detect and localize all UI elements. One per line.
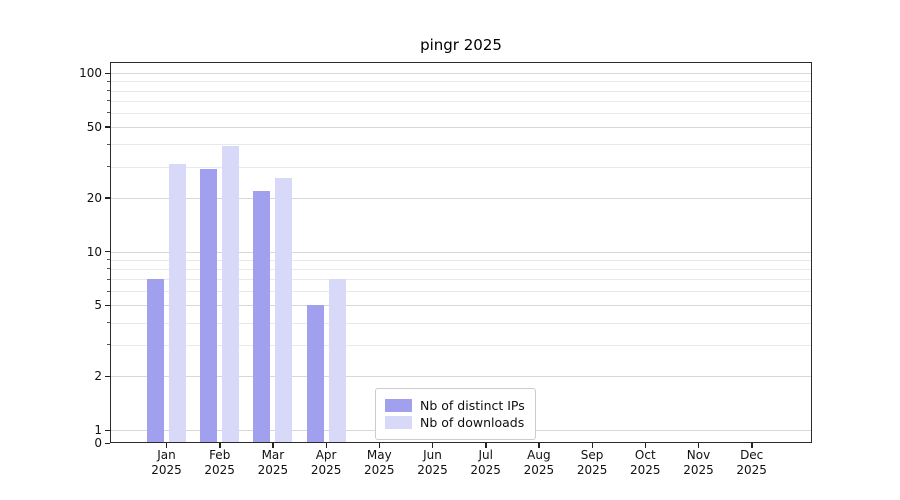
x-tick-year: 2025 (470, 463, 501, 477)
x-tick-year: 2025 (257, 463, 289, 477)
x-tick (698, 443, 700, 448)
x-tick-month: May (366, 448, 392, 462)
x-tick (485, 443, 487, 448)
x-tick-label: Feb 2025 (190, 448, 250, 478)
y-tick-label: 5 (94, 298, 102, 313)
x-tick (538, 443, 540, 448)
legend-item-distinct-ips: Nb of distinct IPs (385, 398, 525, 413)
x-tick-year: 2025 (683, 463, 714, 477)
x-tick-label: Oct 2025 (615, 448, 675, 478)
x-tick (378, 443, 381, 448)
x-tick-month: Jan (157, 448, 176, 462)
legend-swatch-downloads (385, 416, 412, 429)
x-tick-year: 2025 (630, 463, 661, 477)
legend-label-distinct-ips: Nb of distinct IPs (420, 398, 525, 413)
x-tick-label: Dec 2025 (722, 448, 782, 478)
x-tick-year: 2025 (151, 463, 182, 477)
legend: Nb of distinct IPs Nb of downloads (375, 388, 536, 440)
y-tick-label: 2 (94, 369, 102, 384)
y-tick-label: 10 (86, 244, 102, 259)
x-tick-label: May 2025 (349, 448, 409, 478)
x-tick-month: Aug (527, 448, 551, 462)
x-tick-month: Nov (686, 448, 711, 462)
plot-area (110, 62, 812, 443)
legend-swatch-distinct-ips (385, 399, 412, 412)
x-tick-label: Jul 2025 (456, 448, 516, 478)
x-tick-label: Mar 2025 (243, 448, 303, 478)
y-tick-label: 20 (86, 190, 102, 205)
x-tick-month: Dec (740, 448, 764, 462)
x-tick (219, 443, 221, 448)
x-tick (591, 443, 593, 448)
x-tick-year: 2025 (576, 463, 608, 477)
x-tick (166, 443, 168, 448)
x-tick-label: Jun 2025 (403, 448, 463, 478)
x-tick-year: 2025 (310, 463, 342, 477)
x-tick (751, 443, 753, 448)
legend-label-downloads: Nb of downloads (420, 415, 525, 430)
x-tick-year: 2025 (364, 463, 395, 477)
x-tick-month: Apr (315, 448, 337, 462)
x-tick-label: Apr 2025 (296, 448, 356, 478)
x-tick (644, 443, 647, 448)
y-tick-label: 100 (79, 66, 102, 81)
chart-title: pingr 2025 (420, 36, 502, 54)
y-tick-label: 1 (94, 423, 102, 437)
x-tick (432, 443, 434, 448)
x-tick-year: 2025 (204, 463, 235, 477)
x-tick-year: 2025 (736, 463, 767, 477)
x-tick-month: Jul (478, 448, 493, 462)
y-tick-label: 50 (86, 119, 102, 134)
x-tick-year: 2025 (417, 463, 448, 477)
x-tick-label: Sep 2025 (562, 448, 622, 478)
x-tick-month: Sep (580, 448, 604, 462)
y-tick-label: 0 (94, 436, 102, 450)
x-tick-month: Oct (634, 448, 656, 462)
legend-item-downloads: Nb of downloads (385, 415, 525, 430)
x-tick (325, 443, 327, 448)
x-tick-label: Aug 2025 (509, 448, 569, 478)
x-tick-label: Nov 2025 (669, 448, 729, 478)
x-tick (272, 443, 274, 448)
x-tick-month: Feb (209, 448, 231, 462)
x-tick-month: Jun (423, 448, 442, 462)
x-tick-year: 2025 (523, 463, 555, 477)
x-tick-month: Mar (261, 448, 285, 462)
x-tick-label: Jan 2025 (137, 448, 197, 478)
